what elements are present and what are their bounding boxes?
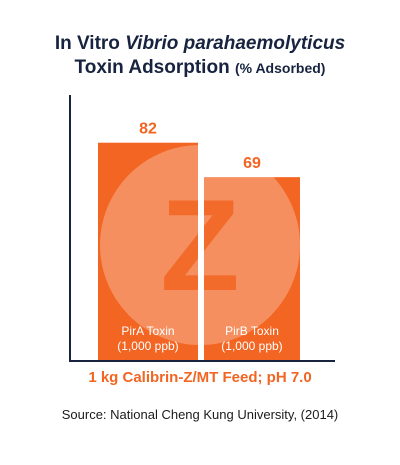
chart-title-line1: In Vitro Vibrio parahaemolyticus [0,32,400,56]
bar-gap [198,150,204,362]
bar-2 [204,177,300,360]
title-unit: (% Adsorbed) [234,60,326,76]
value-label-2: 69 [243,155,261,172]
source-note: Source: National Cheng Kung University, … [61,407,339,422]
title-prefix: In Vitro [54,33,126,54]
chart-title-line2: Toxin Adsorption (% Adsorbed) [0,56,400,80]
category-sublabel-1: (1,000 ppb) [117,339,178,353]
bar-1 [98,142,198,360]
title-main: Toxin Adsorption [74,57,230,78]
x-axis-label: 1 kg Calibrin-Z/MT Feed; pH 7.0 [88,369,312,386]
category-sublabel-2: (1,000 ppb) [221,339,282,353]
category-label-2: PirB Toxin [225,324,279,338]
title-species: Vibrio parahaemolyticus [125,33,346,54]
category-label-1: PirA Toxin [121,324,174,338]
value-label-1: 82 [139,121,157,138]
